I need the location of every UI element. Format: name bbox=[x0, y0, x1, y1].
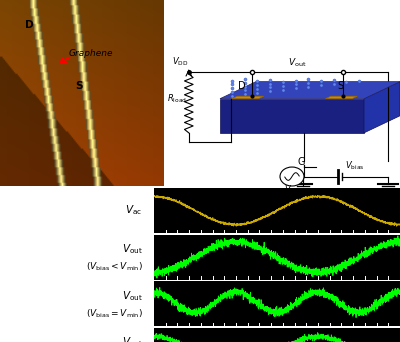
Polygon shape bbox=[220, 82, 400, 99]
Text: $V_{\mathrm{bias}}$: $V_{\mathrm{bias}}$ bbox=[345, 160, 364, 172]
Text: S: S bbox=[337, 81, 343, 91]
Circle shape bbox=[280, 167, 304, 186]
Text: $(V_{\mathrm{bias}}<V_{\mathrm{min}})$: $(V_{\mathrm{bias}}<V_{\mathrm{min}})$ bbox=[86, 261, 142, 273]
Polygon shape bbox=[326, 96, 357, 99]
Text: $V_{\mathrm{out}}$: $V_{\mathrm{out}}$ bbox=[288, 56, 306, 69]
Text: $R_{\mathrm{load}}$: $R_{\mathrm{load}}$ bbox=[167, 93, 187, 105]
Text: Graphene: Graphene bbox=[69, 49, 113, 58]
Text: $V_{\mathrm{out}}$: $V_{\mathrm{out}}$ bbox=[122, 242, 142, 256]
Text: D: D bbox=[238, 81, 246, 91]
Text: G: G bbox=[298, 157, 305, 167]
Text: $V_{\mathrm{ac}}$: $V_{\mathrm{ac}}$ bbox=[126, 203, 142, 218]
Polygon shape bbox=[232, 96, 264, 99]
Polygon shape bbox=[364, 82, 400, 133]
Polygon shape bbox=[220, 99, 364, 133]
Text: $V_{\mathrm{ac}}$: $V_{\mathrm{ac}}$ bbox=[284, 184, 298, 196]
Text: $(V_{\mathrm{bias}}=V_{\mathrm{min}})$: $(V_{\mathrm{bias}}=V_{\mathrm{min}})$ bbox=[86, 307, 142, 320]
Text: S: S bbox=[76, 81, 83, 91]
Text: $V_{\mathrm{out}}$: $V_{\mathrm{out}}$ bbox=[122, 336, 142, 342]
Text: D: D bbox=[25, 20, 33, 30]
Text: $V_{\mathrm{out}}$: $V_{\mathrm{out}}$ bbox=[122, 289, 142, 303]
Text: $V_{\mathrm{DD}}$: $V_{\mathrm{DD}}$ bbox=[172, 55, 188, 68]
